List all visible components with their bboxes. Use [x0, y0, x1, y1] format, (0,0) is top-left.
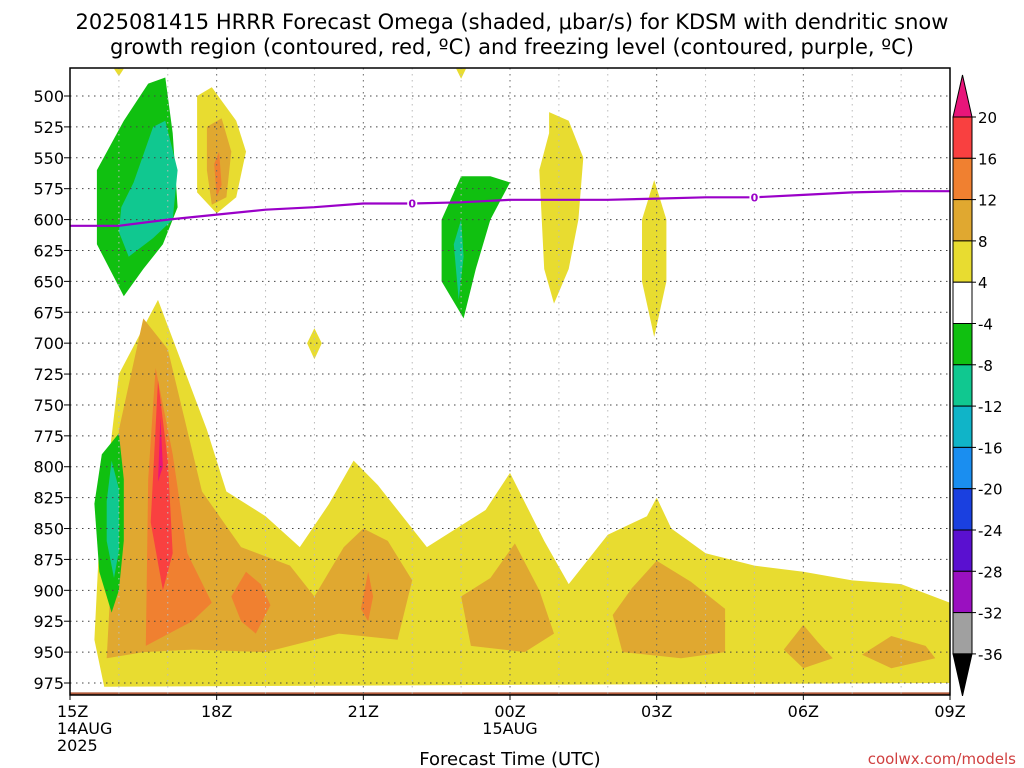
y-tick-label-850: 850 — [33, 520, 64, 539]
colorbar-bottom-arrow — [952, 653, 973, 697]
x-tick-label-3-0: 00Z — [494, 702, 525, 721]
colorbar-label-1: 16 — [978, 150, 997, 168]
colorbar-label-11: -28 — [978, 563, 1003, 581]
colorbar-box-1 — [952, 116, 973, 159]
colorbar-box-8 — [952, 405, 973, 448]
colorbar-box-13 — [952, 612, 973, 655]
y-tick-label-925: 925 — [33, 612, 64, 631]
x-tick-label-0-1: 14AUG — [57, 719, 112, 738]
colorbar-box-6 — [952, 323, 973, 366]
y-tick-label-900: 900 — [33, 581, 64, 600]
colorbar: 20 16 12 8 4 -4 -8 -12 -16 -20 -24 -28 -32 -36 — [952, 74, 1003, 697]
y-tick-label-550: 550 — [33, 149, 64, 168]
colorbar-label-0: 20 — [978, 109, 997, 127]
omega-region-5 — [114, 68, 124, 77]
colorbar-label-8: -16 — [978, 439, 1003, 457]
omega-region-18 — [158, 417, 163, 482]
y-axis: 500 525 550 575 600 625 650 675 700 725 750 775 800 8… — [33, 87, 70, 693]
y-tick-label-975: 975 — [33, 674, 64, 693]
omega-region-6 — [456, 68, 466, 79]
colorbar-label-5: -4 — [978, 316, 993, 334]
y-tick-label-750: 750 — [33, 396, 64, 415]
colorbar-label-6: -8 — [978, 357, 993, 375]
colorbar-label-4: 4 — [978, 274, 988, 292]
colorbar-box-10 — [952, 488, 973, 531]
y-tick-label-725: 725 — [33, 365, 64, 384]
y-tick-label-625: 625 — [33, 241, 64, 260]
colorbar-box-7 — [952, 364, 973, 407]
y-tick-label-775: 775 — [33, 427, 64, 446]
omega-region-9 — [461, 543, 554, 653]
omega-region-3 — [642, 180, 667, 337]
y-tick-label-800: 800 — [33, 458, 64, 477]
colorbar-box-12 — [952, 570, 973, 614]
x-tick-label-6-0: 09Z — [934, 702, 965, 721]
omega-region-11 — [783, 624, 833, 669]
freezing-level-label-1: 0 — [751, 191, 759, 204]
omega-region-15 — [360, 571, 374, 622]
omega-region-14 — [231, 571, 271, 634]
y-tick-label-500: 500 — [33, 87, 64, 106]
colorbar-label-9: -20 — [978, 481, 1003, 499]
y-tick-label-575: 575 — [33, 180, 64, 199]
freezing-label-bg-0 — [407, 196, 418, 210]
omega-region-10 — [612, 560, 726, 659]
y-tick-label-875: 875 — [33, 550, 64, 569]
y-tick-label-600: 600 — [33, 211, 64, 230]
freezing-label-bg-1 — [749, 190, 760, 204]
x-tick-label-5-0: 06Z — [788, 702, 819, 721]
omega-region-2 — [539, 112, 584, 304]
colorbar-box-9 — [952, 446, 973, 490]
freezing-level-line — [70, 190, 950, 227]
x-tick-label-2-0: 21Z — [348, 702, 379, 721]
x-tick-label-0-0: 15Z — [57, 702, 88, 721]
colorbar-label-12: -32 — [978, 605, 1003, 623]
x-tick-label-3-1: 15AUG — [482, 719, 537, 738]
y-tick-label-825: 825 — [33, 489, 64, 508]
omega-region-21 — [441, 176, 510, 319]
plot-area — [70, 68, 950, 695]
y-tick-label-525: 525 — [33, 118, 64, 137]
chart-title-line1: 2025081415 HRRR Forecast Omega (shaded, … — [76, 10, 949, 34]
y-tick-label-675: 675 — [33, 303, 64, 322]
colorbar-box-4 — [952, 240, 973, 283]
y-tick-label-700: 700 — [33, 334, 64, 353]
x-tick-label-4-0: 03Z — [641, 702, 672, 721]
omega-region-4 — [307, 328, 322, 360]
x-axis-title: Forecast Time (UTC) — [419, 749, 600, 768]
colorbar-box-11 — [952, 529, 973, 572]
omega-region-17 — [150, 380, 173, 591]
y-tick-label-950: 950 — [33, 643, 64, 662]
omega-region-23 — [106, 460, 119, 578]
x-tick-label-0-2: 2025 — [57, 736, 98, 755]
freezing-level-label-0: 0 — [408, 198, 416, 211]
colorbar-box-5 — [952, 281, 973, 325]
colorbar-label-2: 12 — [978, 192, 997, 210]
ground-surface — [70, 692, 950, 695]
grid — [70, 68, 950, 695]
colorbar-label-3: 8 — [978, 233, 988, 251]
omega-region-24 — [453, 219, 464, 300]
credit-text: coolwx.com/models — [868, 750, 1016, 768]
chart-title-line2: growth region (contoured, red, ºC) and f… — [110, 35, 914, 59]
colorbar-top-arrow — [952, 74, 973, 118]
omega-region-16 — [214, 151, 222, 198]
colorbar-label-10: -24 — [978, 522, 1003, 540]
colorbar-label-13: -36 — [978, 646, 1003, 664]
colorbar-label-7: -12 — [978, 398, 1003, 416]
y-tick-label-650: 650 — [33, 272, 64, 291]
x-tick-label-1-0: 18Z — [201, 702, 232, 721]
colorbar-box-2 — [952, 157, 973, 201]
colorbar-box-3 — [952, 199, 973, 242]
